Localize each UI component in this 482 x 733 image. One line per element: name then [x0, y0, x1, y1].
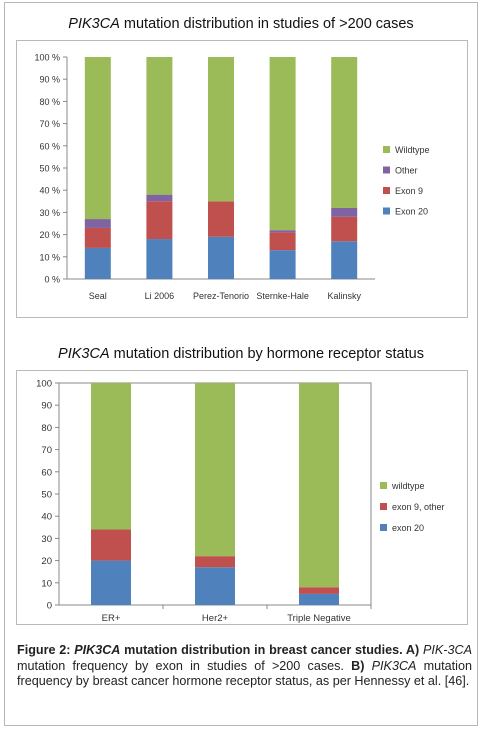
- x-tick-label: Her2+: [202, 613, 229, 624]
- y-tick-label: 0 %: [44, 275, 60, 285]
- legend-swatch: [383, 166, 390, 174]
- y-tick-label: 20: [41, 556, 52, 567]
- y-tick-label: 100: [36, 379, 52, 390]
- y-tick-label: 60: [41, 467, 52, 478]
- x-tick-label: Sternke-Hale: [256, 291, 309, 301]
- chart-b-title-italic: PIK3CA: [58, 346, 110, 362]
- y-tick-label: 0: [47, 601, 52, 612]
- bar-segment: [208, 57, 234, 202]
- x-tick-label: Seal: [89, 291, 107, 301]
- legend-label: exon 9, other: [392, 502, 445, 512]
- bar-segment: [331, 241, 358, 279]
- y-tick-label: 10: [41, 578, 52, 589]
- figure-caption: Figure 2: PIK3CA mutation distribution i…: [17, 643, 472, 690]
- y-tick-label: 40: [41, 512, 52, 523]
- bar-segment: [91, 560, 131, 605]
- caption-title-rest: mutation distribution in breast cancer s…: [120, 643, 403, 657]
- bar-segment: [91, 529, 131, 561]
- caption-part-b-text: mutation frequency by breast cancer horm…: [17, 658, 472, 689]
- bar-segment: [208, 236, 234, 279]
- y-tick-label: 60 %: [39, 141, 60, 151]
- chart-a-title-rest: mutation distribution in studies of >200…: [119, 16, 414, 32]
- chart-b-plot: 0 10 20 30 40 50 60 70 80 90 100 ER+ Her2+ Triple Neg…: [36, 379, 445, 625]
- caption-figure-label: Figure 2:: [17, 643, 75, 657]
- bar-segment: [84, 227, 111, 248]
- bar-segment: [146, 57, 173, 195]
- bar-segment: [269, 232, 296, 251]
- y-tick-label: 40 %: [39, 186, 60, 196]
- bar-segment: [195, 556, 235, 568]
- y-tick-label: 90: [41, 401, 52, 412]
- legend-swatch: [380, 482, 387, 489]
- caption-part-b-label: B): [343, 658, 372, 673]
- bar-segment: [84, 247, 111, 279]
- bar-segment: [195, 567, 235, 605]
- legend-label: Exon 20: [395, 207, 428, 217]
- y-tick-label: 80: [41, 423, 52, 434]
- bar-segment: [84, 57, 111, 220]
- caption-part-a-text: mutation frequency by exon in studies of…: [17, 658, 344, 673]
- x-tick-label: Triple Negative: [287, 613, 351, 624]
- legend-label: Exon 9: [395, 186, 423, 196]
- bar-segment: [84, 219, 111, 228]
- y-tick-label: 20 %: [39, 230, 60, 240]
- x-tick-label: Kalinsky: [327, 291, 361, 301]
- legend-swatch: [380, 503, 387, 510]
- legend-label: Wildtype: [395, 145, 430, 155]
- y-tick-label: 90 %: [39, 75, 60, 85]
- legend-swatch: [383, 207, 390, 215]
- y-tick-label: 30: [41, 534, 52, 545]
- legend-label: Other: [395, 166, 418, 176]
- chart-a-panel: 0 % 10 % 20 % 30 % 40 % 50 % 60 % 70 % 80 % 90 % 1…: [16, 40, 468, 318]
- y-tick-label: 50 %: [39, 164, 60, 174]
- caption-part-b-italic: PIK3CA: [371, 658, 417, 673]
- y-tick-label: 50: [41, 490, 52, 501]
- bar-segment: [269, 57, 296, 231]
- y-tick-label: 80 %: [39, 97, 60, 107]
- chart-b-panel: 0 10 20 30 40 50 60 70 80 90 100 ER+ Her2+ Triple Neg…: [16, 370, 468, 625]
- caption-title-italic: PIK3CA: [74, 643, 121, 657]
- chart-a-title-italic: PIK3CA: [68, 16, 120, 32]
- bar-segment: [331, 216, 358, 242]
- y-tick-label: 70: [41, 445, 52, 456]
- bar-segment: [299, 593, 339, 605]
- bar-segment: [146, 201, 173, 240]
- x-tick-label: Perez-Tenorio: [193, 291, 249, 301]
- y-tick-label: 100 %: [34, 53, 60, 63]
- bar-segment: [331, 207, 358, 217]
- bar-segment: [331, 57, 358, 208]
- chart-b-title: PIK3CA mutation distribution by hormone …: [0, 346, 482, 362]
- legend-swatch: [383, 146, 390, 153]
- chart-a-plot: 0 % 10 % 20 % 30 % 40 % 50 % 60 % 70 % 80 % 90 % 1…: [34, 53, 430, 302]
- caption-part-a-label: A): [402, 643, 423, 657]
- y-tick-label: 30 %: [39, 208, 60, 218]
- chart-b-title-rest: mutation distribution by hormone recepto…: [109, 346, 424, 362]
- bar-segment: [195, 383, 235, 557]
- legend-swatch: [383, 187, 390, 194]
- chart-a-title: PIK3CA mutation distribution in studies …: [0, 16, 482, 32]
- x-tick-label: Li 2006: [145, 291, 175, 301]
- bar-segment: [269, 230, 296, 233]
- bar-segment: [208, 201, 234, 237]
- y-tick-label: 70 %: [39, 119, 60, 129]
- caption-part-a-italic: PIK-3CA: [422, 643, 472, 657]
- legend-label: exon 20: [392, 523, 424, 533]
- legend-label: wildtype: [391, 481, 425, 491]
- legend-swatch: [380, 524, 387, 531]
- bar-segment: [299, 587, 339, 594]
- bar-segment: [299, 383, 339, 588]
- bar-segment: [91, 383, 131, 530]
- bar-segment: [146, 239, 173, 279]
- bar-segment: [146, 194, 173, 202]
- bar-segment: [269, 250, 296, 279]
- x-tick-label: ER+: [102, 613, 121, 624]
- y-tick-label: 10 %: [39, 252, 60, 262]
